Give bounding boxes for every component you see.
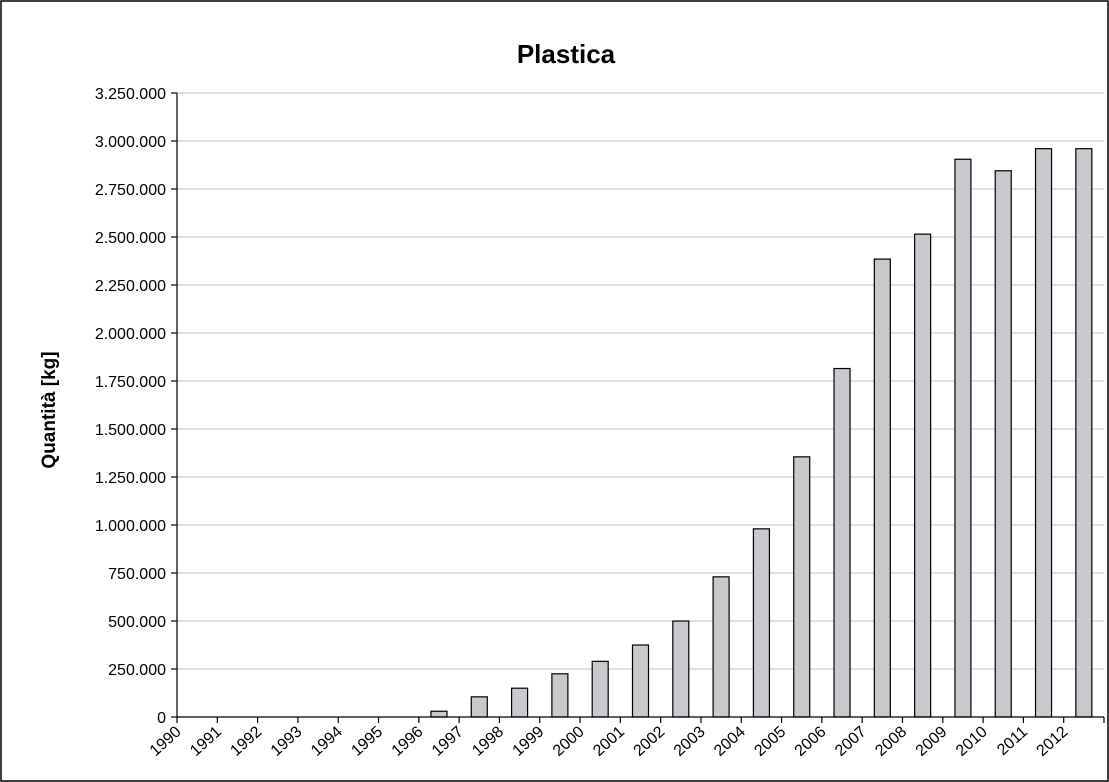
gridlines — [177, 92, 1104, 670]
bars — [430, 148, 1093, 718]
x-tick-label: 2000 — [550, 723, 588, 760]
y-tick-label: 3.000.000 — [95, 134, 166, 151]
y-tick-label: 2.000.000 — [95, 326, 166, 343]
bar-2007 — [873, 258, 891, 718]
bar-2010 — [994, 170, 1012, 718]
y-tick-label: 1.250.000 — [95, 470, 166, 487]
y-tick-labels: 0 250.000 500.000 750.000 1.000.000 1.250.000… — [95, 86, 166, 727]
bar-2008 — [914, 233, 932, 718]
bar-2012 — [1075, 148, 1093, 718]
y-tick-label: 1.500.000 — [95, 422, 166, 439]
y-tick-label: 2.250.000 — [95, 278, 166, 295]
x-tick-label: 2012 — [1034, 723, 1072, 760]
x-tick-label: 2006 — [792, 723, 830, 760]
x-tick-label: 1992 — [227, 723, 265, 760]
y-tick-label: 750.000 — [108, 566, 166, 583]
bar-2003 — [712, 576, 730, 718]
x-tick-label: 2007 — [832, 723, 870, 760]
y-tick-label: 3.250.000 — [95, 86, 166, 103]
chart-title: Plastica — [517, 39, 616, 69]
x-tick-label: 1994 — [308, 723, 346, 760]
x-tick-label: 2010 — [953, 723, 991, 760]
bar-2000 — [591, 660, 609, 718]
bar-1999 — [551, 673, 569, 718]
bar-2006 — [833, 367, 851, 718]
y-tick-label: 1.000.000 — [95, 518, 166, 535]
x-tick-label: 1999 — [510, 723, 548, 760]
x-tick-label: 2008 — [872, 723, 910, 760]
x-tick-labels: 1990 1991 1992 1993 1994 1995 1996 1997 1998 1999… — [147, 723, 1072, 760]
x-tick-label: 1998 — [469, 723, 507, 760]
x-tick-label: 1995 — [348, 723, 386, 760]
bar-2005 — [793, 456, 811, 718]
y-axis-label: Quantità [kg] — [39, 351, 60, 468]
x-tick-label: 2005 — [751, 723, 789, 760]
x-tick-label: 2009 — [913, 723, 951, 760]
bar-1997 — [470, 696, 488, 718]
y-tick-label: 1.750.000 — [95, 374, 166, 391]
bar-2002 — [672, 620, 690, 718]
x-tick-label: 2002 — [631, 723, 669, 760]
y-tick-label: 2.500.000 — [95, 230, 166, 247]
x-tick-label: 1996 — [389, 723, 427, 760]
bar-2009 — [954, 158, 972, 718]
x-tick-label: 1990 — [147, 723, 185, 760]
y-tick-label: 2.750.000 — [95, 182, 166, 199]
x-tick-label: 1993 — [268, 723, 306, 760]
bar-2011 — [1034, 148, 1053, 718]
bar-1998 — [510, 687, 529, 718]
y-tick-label: 500.000 — [108, 614, 166, 631]
x-tick-label: 2001 — [590, 723, 628, 760]
x-tick-label: 1997 — [429, 723, 467, 760]
x-tick-label: 1991 — [187, 723, 225, 760]
bar-2001 — [631, 644, 650, 718]
bar-1996 — [430, 710, 448, 718]
axes — [171, 92, 1105, 723]
x-tick-label: 2003 — [671, 723, 709, 760]
bar-2004 — [752, 528, 771, 718]
x-tick-label: 2004 — [711, 723, 749, 760]
y-tick-label: 0 — [157, 710, 166, 727]
x-tick-label: 2011 — [994, 723, 1031, 759]
y-tick-label: 250.000 — [108, 662, 166, 679]
